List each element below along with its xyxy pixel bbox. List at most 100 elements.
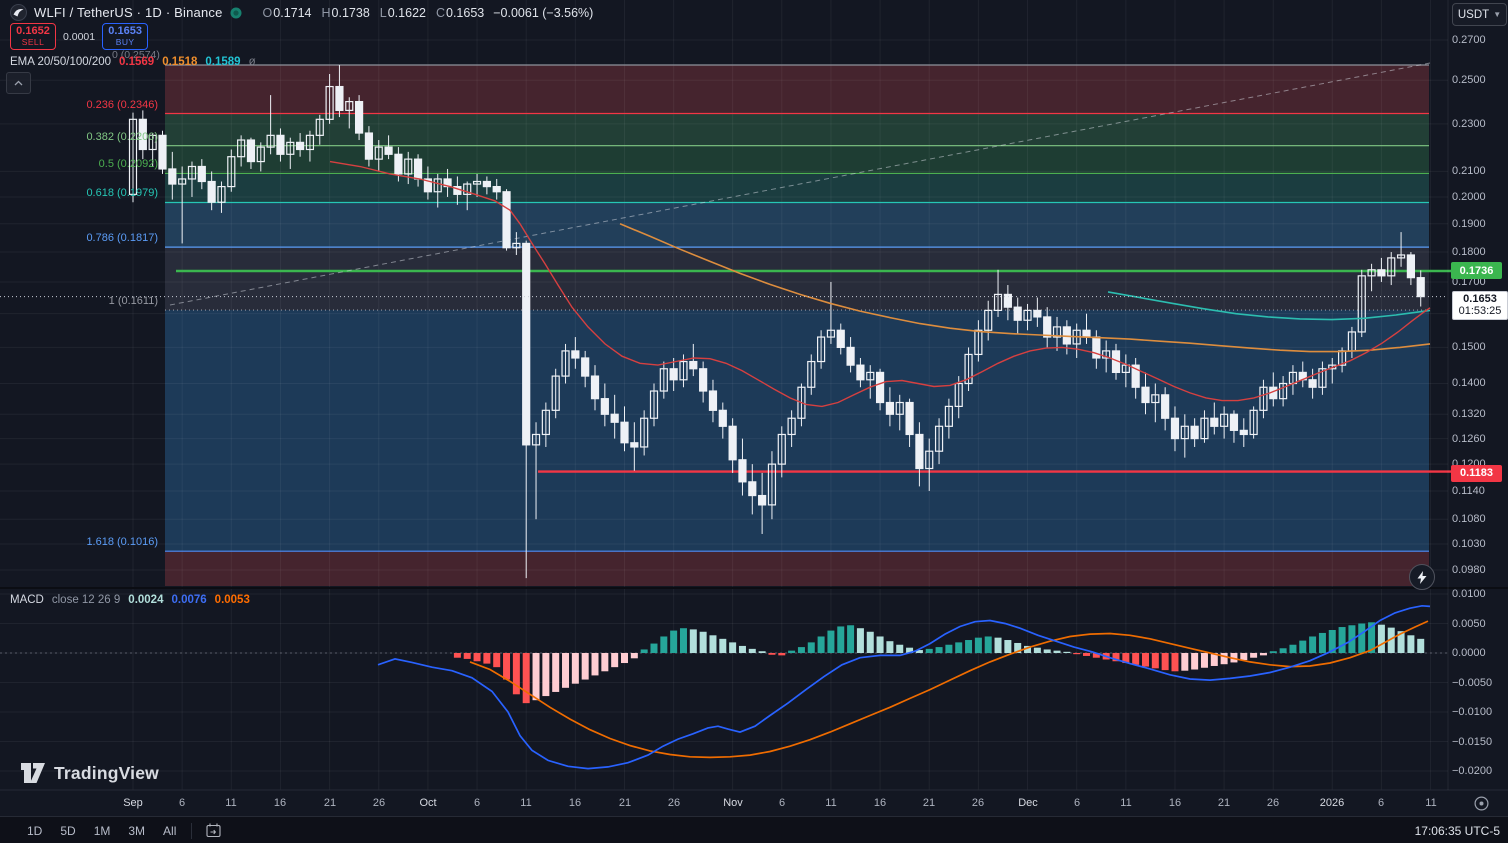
ema-legend[interactable]: EMA 20/50/100/200 0.1569 0.1518 0.1589 ø	[10, 56, 256, 68]
sell-button[interactable]: 0.1652 SELL	[10, 23, 56, 50]
buy-button[interactable]: 0.1653 BUY	[102, 23, 149, 50]
time-tick-label: 26	[372, 797, 386, 809]
chevron-up-icon	[14, 80, 23, 86]
time-tick-label: 2026	[1319, 797, 1345, 809]
time-tick-label: Nov	[723, 797, 743, 809]
time-tick-label: 16	[873, 797, 887, 809]
price-tick-label: 0.0980	[1452, 564, 1486, 576]
screenshot-button[interactable]	[1474, 796, 1489, 816]
collapse-legend-button[interactable]	[6, 72, 31, 94]
macd-value: 0.0076	[171, 594, 207, 606]
price-tick-label: 0.2700	[1452, 34, 1486, 46]
time-tick-label: 6	[1377, 797, 1385, 809]
time-tick-label: 11	[1425, 797, 1437, 809]
price-tick-label: 0.2100	[1452, 165, 1486, 177]
time-tick-label: 6	[178, 797, 186, 809]
fib-zero-label: 0 (0.2574)	[112, 49, 160, 61]
timeframe-button-all[interactable]: All	[163, 823, 177, 838]
time-tick-label: 11	[520, 797, 532, 809]
calendar-icon	[206, 823, 221, 838]
time-tick-label: 21	[618, 797, 632, 809]
tradingview-logo-icon	[21, 763, 45, 783]
macd-tick-label: 0.0050	[1452, 618, 1486, 630]
tradingview-watermark: TradingView	[20, 762, 159, 784]
fib-level-label: 0.618 (0.1979)	[86, 187, 158, 199]
fib-level-label: 0.382 (0.2206)	[86, 131, 158, 143]
time-tick-label: Dec	[1018, 797, 1038, 809]
wlfi-logo-icon	[10, 4, 27, 21]
time-tick-label: 26	[667, 797, 681, 809]
ohlc-item: L0.1622	[379, 5, 426, 20]
last-price-badge: 0.1653 01:53:25	[1452, 290, 1508, 320]
lightning-bolt-icon	[1417, 570, 1427, 584]
time-tick-label: 21	[922, 797, 936, 809]
time-tick-label: 21	[1217, 797, 1231, 809]
timeframe-button-1m[interactable]: 1M	[93, 823, 111, 838]
time-tick-label: 6	[473, 797, 481, 809]
time-tick-label: 11	[225, 797, 237, 809]
price-tick-label: 0.1080	[1452, 513, 1486, 525]
price-tick-label: 0.2300	[1452, 118, 1486, 130]
go-to-date-button[interactable]	[206, 823, 221, 838]
price-tick-label: 0.1400	[1452, 377, 1486, 389]
fib-level-label: 0.236 (0.2346)	[86, 99, 158, 111]
symbol-header: WLFI / TetherUS · 1D · Binance O0.1714 H0…	[10, 4, 593, 21]
price-tick-label: 0.1900	[1452, 218, 1486, 230]
time-tick-label: Oct	[419, 797, 437, 809]
macd-tick-label: −0.0150	[1452, 736, 1493, 748]
chevron-down-icon: ▼	[1493, 10, 1502, 19]
camera-icon	[1474, 796, 1489, 811]
price-tick-label: 0.1320	[1452, 408, 1486, 420]
price-tick-label: 0.1140	[1452, 485, 1485, 497]
timeframe-button-5d[interactable]: 5D	[60, 823, 76, 838]
time-tick-label: 16	[273, 797, 287, 809]
time-tick-label: Sep	[123, 797, 143, 809]
time-tick-label: 16	[568, 797, 582, 809]
time-tick-label: 16	[1168, 797, 1182, 809]
market-status-icon[interactable]	[230, 7, 242, 19]
instant-order-button[interactable]	[1409, 564, 1435, 590]
price-tick-label: 0.2500	[1452, 74, 1486, 86]
spread-value: 0.0001	[63, 30, 96, 43]
fib-level-label: 1 (0.1611)	[108, 295, 158, 307]
order-panel: 0.1652 SELL 0.0001 0.1653 BUY	[10, 23, 149, 50]
time-tick-label: 6	[1073, 797, 1081, 809]
macd-values: 0.0024 0.0076 0.0053	[128, 594, 250, 606]
ohlc-item: C0.1653	[435, 5, 485, 20]
support-price-badge: 0.1183	[1451, 464, 1502, 482]
ema-offset-icon: ø	[248, 56, 256, 68]
time-tick-label: 11	[1120, 797, 1132, 809]
macd-value: 0.0053	[214, 594, 250, 606]
ema-values: 0.1569 0.1518 0.1589	[119, 56, 241, 68]
toolbar-divider	[191, 822, 193, 839]
ema-value: 0.1589	[205, 56, 241, 68]
timeframe-button-3m[interactable]: 3M	[128, 823, 146, 838]
time-tick-label: 26	[1266, 797, 1280, 809]
macd-tick-label: 0.0000	[1452, 647, 1486, 659]
ema-value: 0.1569	[119, 56, 155, 68]
fib-level-label: 0.786 (0.1817)	[86, 232, 158, 244]
timeframe-button-1d[interactable]: 1D	[27, 823, 43, 838]
symbol-title[interactable]: WLFI / TetherUS · 1D · Binance	[34, 5, 223, 20]
ohlc-item: H0.1738	[321, 5, 370, 20]
time-tick-label: 26	[971, 797, 985, 809]
timeframe-buttons: 1D 5D 1M 3M All	[18, 824, 185, 838]
bottom-toolbar: 1D 5D 1M 3M All 17:06:35 UTC-5	[0, 816, 1508, 843]
bar-countdown: 01:53:25	[1458, 305, 1502, 318]
session-clock[interactable]: 17:06:35 UTC-5	[1414, 823, 1500, 838]
time-tick-label: 11	[825, 797, 837, 809]
change-value: −0.0061 (−3.56%)	[493, 5, 594, 20]
macd-legend[interactable]: MACD close 12 26 9 0.0024 0.0076 0.0053	[10, 594, 250, 606]
last-price-value: 0.1653	[1463, 292, 1497, 305]
price-tick-label: 0.1500	[1452, 341, 1486, 353]
time-tick-label: 21	[323, 797, 337, 809]
resistance-price-badge: 0.1736	[1451, 262, 1502, 280]
fib-level-label: 1.618 (0.1016)	[86, 536, 158, 548]
price-tick-label: 0.2000	[1452, 191, 1486, 203]
fib-level-label: 0.5 (0.2092)	[98, 158, 158, 170]
ohlc-values: O0.1714 H0.1738 L0.1622 C0.1653	[263, 6, 485, 20]
currency-toggle-button[interactable]: USDT ▼	[1452, 3, 1507, 26]
price-tick-label: 0.1800	[1452, 246, 1486, 258]
